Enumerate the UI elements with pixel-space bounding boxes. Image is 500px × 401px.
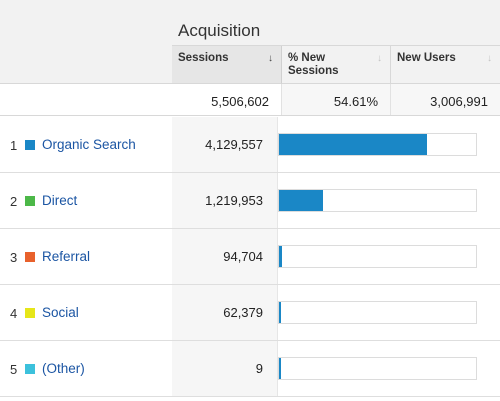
totals-row: 5,506,602 54.61% 3,006,991: [0, 84, 500, 116]
sessions-bar-fill: [279, 302, 281, 323]
total-sessions: 5,506,602: [172, 84, 282, 115]
channel-link[interactable]: Organic Search: [42, 137, 136, 152]
sessions-column-header[interactable]: Sessions ↓: [172, 46, 282, 84]
channel-cell: 3 Referral: [0, 229, 172, 284]
row-rank: 1: [10, 138, 18, 153]
sessions-bar-track: [278, 189, 477, 212]
color-swatch-icon: [25, 364, 35, 374]
channel-cell: 1 Organic Search: [0, 117, 172, 172]
sort-arrow-icon[interactable]: ↓: [487, 53, 492, 64]
table-row: 3 Referral 94,704: [0, 229, 500, 285]
table-row: 2 Direct 1,219,953: [0, 173, 500, 229]
channel-cell: 5 (Other): [0, 341, 172, 396]
sessions-header-label: Sessions: [178, 52, 229, 64]
sessions-value: 62,379: [172, 285, 278, 340]
new-users-header-label: New Users: [397, 52, 456, 64]
sessions-value: 94,704: [172, 229, 278, 284]
sessions-value: 4,129,557: [172, 117, 278, 172]
sessions-bar-fill: [279, 190, 323, 211]
table-row: 5 (Other) 9: [0, 341, 500, 397]
sessions-bar-fill: [279, 134, 427, 155]
channel-link[interactable]: (Other): [42, 361, 85, 376]
channel-link[interactable]: Social: [42, 305, 79, 320]
new-sessions-header-label: % New Sessions: [288, 52, 339, 77]
sessions-value: 1,219,953: [172, 173, 278, 228]
row-rank: 5: [10, 362, 18, 377]
row-rank: 2: [10, 194, 18, 209]
total-new-users: 3,006,991: [391, 84, 500, 115]
new-sessions-column-header[interactable]: % New Sessions ↓: [282, 46, 391, 84]
new-users-column-header[interactable]: New Users ↓: [391, 46, 500, 84]
sessions-bar-fill: [279, 246, 282, 267]
channel-cell: 2 Direct: [0, 173, 172, 228]
sessions-bar-track: [278, 357, 477, 380]
color-swatch-icon: [25, 252, 35, 262]
sessions-bar-track: [278, 245, 477, 268]
sort-arrow-icon[interactable]: ↓: [377, 53, 382, 64]
sessions-value: 9: [172, 341, 278, 396]
color-swatch-icon: [25, 140, 35, 150]
channel-link[interactable]: Referral: [42, 249, 91, 264]
color-swatch-icon: [25, 308, 35, 318]
table-row: 1 Organic Search 4,129,557: [0, 117, 500, 173]
sessions-bar-track: [278, 301, 477, 324]
color-swatch-icon: [25, 196, 35, 206]
channel-cell: 4 Social: [0, 285, 172, 340]
row-rank: 4: [10, 306, 18, 321]
row-rank: 3: [10, 250, 18, 265]
down-arrow-icon[interactable]: ↓: [268, 53, 273, 64]
channel-link[interactable]: Direct: [42, 193, 78, 208]
total-new-sessions: 54.61%: [282, 84, 391, 115]
sessions-bar-track: [278, 133, 477, 156]
table-row: 4 Social 62,379: [0, 285, 500, 341]
sessions-bar-fill: [279, 358, 281, 379]
acquisition-group-title: Acquisition: [172, 0, 500, 46]
header-spacer: [0, 0, 172, 84]
